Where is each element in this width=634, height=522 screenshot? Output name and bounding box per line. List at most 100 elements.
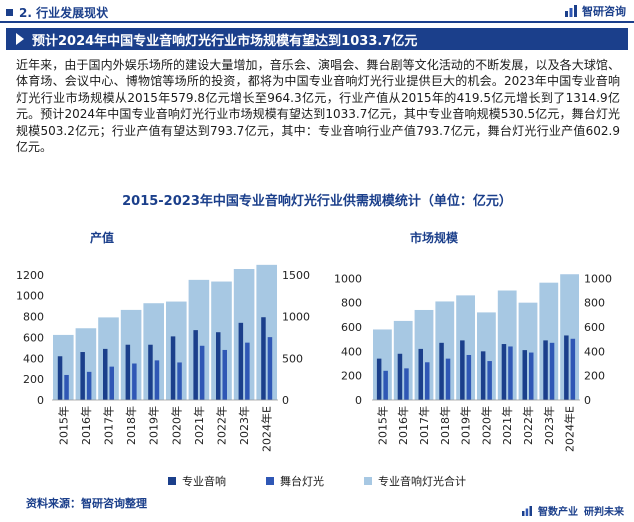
left-tick-0-5: 1000 bbox=[16, 290, 44, 303]
total-bar-1-2 bbox=[414, 309, 434, 400]
chart-legend: 专业音响 舞台灯光 专业音响灯光合计 bbox=[0, 473, 634, 489]
legend-label-total: 专业音响灯光合计 bbox=[378, 475, 466, 488]
bar-light-0-2 bbox=[109, 366, 114, 400]
bar-sound-1-6 bbox=[501, 344, 507, 400]
footer-right-text: 研判未来 bbox=[584, 507, 624, 518]
bar-sound-1-2 bbox=[418, 348, 423, 400]
bar-sound-0-2 bbox=[103, 348, 108, 400]
left-tick-0-1: 200 bbox=[23, 373, 44, 386]
left-tick-0-0: 0 bbox=[37, 394, 44, 407]
category-label-1-3: 2018年 bbox=[438, 406, 452, 445]
total-bar-0-9 bbox=[256, 264, 277, 400]
total-bar-0-5 bbox=[166, 301, 187, 400]
bar-sound-0-4 bbox=[148, 344, 153, 400]
category-label-1-5: 2020年 bbox=[479, 406, 493, 445]
bar-light-1-1 bbox=[404, 368, 409, 400]
right-tick-1-5: 1000 bbox=[584, 272, 612, 285]
left-tick-0-4: 800 bbox=[23, 311, 44, 324]
bar-light-0-4 bbox=[154, 360, 160, 400]
total-bar-0-1 bbox=[75, 328, 97, 400]
total-bar-1-1 bbox=[393, 320, 413, 400]
category-label-0-7: 2022年 bbox=[215, 406, 229, 445]
total-bar-0-8 bbox=[233, 269, 255, 400]
total-bar-1-3 bbox=[435, 301, 455, 400]
footer-logo-icon bbox=[522, 505, 532, 516]
bar-sound-0-7 bbox=[216, 332, 221, 400]
category-label-0-2: 2017年 bbox=[102, 406, 116, 445]
total-bar-0-2 bbox=[98, 317, 119, 400]
legend-label-sound: 专业音响 bbox=[182, 475, 226, 488]
headline-text: 预计2024年中国专业音响灯光行业市场规模有望达到1033.7亿元 bbox=[32, 33, 418, 49]
category-label-0-1: 2016年 bbox=[79, 406, 93, 445]
bullet-square-icon bbox=[6, 8, 13, 16]
left-tick-1-5: 1000 bbox=[334, 272, 362, 285]
right-tick-1-1: 200 bbox=[584, 370, 605, 383]
legend-swatch-sound bbox=[168, 477, 176, 485]
total-bar-0-3 bbox=[120, 309, 142, 400]
triangle-icon bbox=[16, 33, 24, 45]
bar-light-1-5 bbox=[487, 361, 492, 400]
bar-sound-0-8 bbox=[238, 322, 244, 400]
total-bar-1-5 bbox=[477, 312, 496, 400]
bar-sound-1-5 bbox=[480, 351, 486, 400]
left-tick-0-2: 400 bbox=[23, 352, 44, 365]
total-bar-1-7 bbox=[518, 302, 538, 400]
bar-sound-1-1 bbox=[397, 353, 403, 400]
category-label-1-1: 2016年 bbox=[396, 406, 410, 445]
section-divider bbox=[0, 21, 634, 23]
chart-title: 2015-2023年中国专业音响灯光行业供需规模统计（单位：亿元） bbox=[122, 194, 512, 209]
left-tick-0-6: 1200 bbox=[16, 269, 44, 282]
category-label-0-5: 2020年 bbox=[169, 406, 183, 445]
total-bar-0-6 bbox=[188, 279, 210, 400]
category-label-0-9: 2024年E bbox=[260, 406, 274, 452]
bar-sound-0-9 bbox=[261, 317, 266, 400]
bar-sound-0-3 bbox=[125, 344, 131, 400]
total-bar-1-8 bbox=[539, 282, 559, 400]
bar-sound-0-0 bbox=[57, 356, 63, 400]
chart-area: 产值 0 200 400 600 800 1000 1200 0 500 1000 1500 2015年… bbox=[16, 230, 612, 452]
legend-item-sound: 专业音响 bbox=[168, 473, 226, 489]
right-tick-1-3: 600 bbox=[584, 321, 605, 334]
legend-swatch-light bbox=[266, 477, 274, 485]
left-tick-1-4: 800 bbox=[341, 297, 362, 310]
total-bar-1-0 bbox=[373, 329, 392, 400]
category-label-1-0: 2015年 bbox=[375, 406, 389, 445]
bar-sound-0-5 bbox=[170, 336, 176, 400]
source-note: 资料来源：智研咨询整理 bbox=[26, 497, 147, 510]
right-tick-0-1: 500 bbox=[282, 352, 303, 365]
bar-light-1-8 bbox=[549, 342, 555, 400]
legend-swatch-total bbox=[364, 477, 372, 485]
bar-light-0-0 bbox=[64, 374, 69, 400]
total-bar-0-7 bbox=[211, 281, 232, 400]
bar-light-0-3 bbox=[132, 363, 137, 400]
category-label-1-4: 2019年 bbox=[459, 406, 473, 445]
category-label-0-0: 2015年 bbox=[56, 406, 70, 445]
bar-sound-1-0 bbox=[376, 358, 382, 400]
right-tick-0-3: 1500 bbox=[282, 269, 310, 282]
legend-label-light: 舞台灯光 bbox=[280, 475, 324, 488]
section-title: 2. 行业发展现状 bbox=[0, 4, 108, 21]
category-label-0-4: 2019年 bbox=[147, 406, 161, 445]
left-tick-1-3: 600 bbox=[341, 321, 362, 334]
legend-item-total: 专业音响灯光合计 bbox=[364, 473, 466, 489]
bar-light-0-8 bbox=[245, 342, 250, 400]
legend-item-light: 舞台灯光 bbox=[266, 473, 324, 489]
category-label-0-8: 2023年 bbox=[237, 406, 251, 445]
left-tick-0-3: 600 bbox=[23, 331, 44, 344]
headline-banner: 预计2024年中国专业音响灯光行业市场规模有望达到1033.7亿元 bbox=[6, 28, 628, 50]
bar-light-1-0 bbox=[383, 370, 388, 400]
right-tick-1-2: 400 bbox=[584, 345, 605, 358]
category-label-1-6: 2021年 bbox=[500, 406, 514, 445]
bar-light-1-9 bbox=[570, 338, 576, 400]
category-label-1-8: 2023年 bbox=[542, 406, 556, 445]
section-title-text: 2. 行业发展现状 bbox=[19, 5, 109, 20]
panel-title-1: 市场规模 bbox=[410, 230, 459, 245]
footer-brand: 智数产业 研判未来 bbox=[522, 503, 624, 518]
footer-left-text: 智数产业 bbox=[538, 507, 578, 518]
bar-light-0-1 bbox=[86, 371, 92, 400]
intro-paragraph: 近年来，由于国内外娱乐场所的建设大量增加，音乐会、演唱会、舞台剧等文化活动的不断… bbox=[16, 58, 620, 155]
total-bar-1-4 bbox=[456, 295, 475, 400]
right-tick-1-4: 800 bbox=[584, 297, 605, 310]
total-bar-0-0 bbox=[53, 334, 74, 400]
right-tick-1-0: 0 bbox=[584, 394, 591, 407]
